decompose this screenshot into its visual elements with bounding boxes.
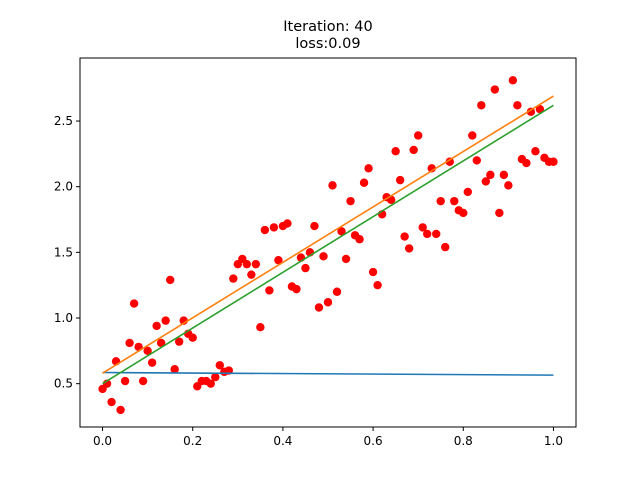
data-point bbox=[472, 156, 481, 165]
chart-subtitle: loss:0.09 bbox=[295, 36, 360, 52]
data-point bbox=[508, 76, 518, 85]
x-tick-label: 1.0 bbox=[544, 434, 563, 448]
data-point bbox=[143, 346, 152, 356]
data-point bbox=[463, 187, 472, 197]
data-point bbox=[265, 286, 274, 295]
data-point bbox=[499, 170, 509, 180]
data-point bbox=[147, 358, 157, 367]
data-point bbox=[332, 287, 342, 296]
data-point bbox=[229, 274, 238, 283]
data-point bbox=[459, 208, 468, 218]
data-point bbox=[165, 275, 175, 285]
plot-area bbox=[98, 76, 558, 415]
true-line-line bbox=[102, 104, 554, 385]
data-point bbox=[314, 303, 324, 312]
data-point bbox=[323, 298, 333, 307]
data-point bbox=[292, 284, 301, 294]
x-tick-label: 0.8 bbox=[454, 434, 473, 448]
initial-fit-line bbox=[102, 371, 554, 376]
data-point bbox=[242, 259, 252, 269]
data-point bbox=[211, 372, 220, 382]
data-point bbox=[107, 397, 116, 407]
data-point bbox=[468, 131, 477, 140]
data-point bbox=[490, 85, 500, 94]
data-point bbox=[260, 225, 270, 235]
y-axis: 0.5 1.0 1.5 2.0 2.5 bbox=[54, 114, 80, 391]
data-point bbox=[409, 145, 418, 155]
data-point bbox=[156, 338, 166, 348]
data-point bbox=[432, 229, 441, 239]
data-point bbox=[391, 147, 400, 156]
data-point bbox=[274, 256, 283, 265]
data-point bbox=[522, 158, 531, 168]
y-tick-label: 0.5 bbox=[54, 377, 73, 391]
data-point bbox=[526, 107, 536, 117]
data-point bbox=[129, 299, 139, 308]
data-point bbox=[337, 227, 346, 236]
data-point bbox=[341, 254, 351, 264]
data-point bbox=[404, 244, 414, 253]
data-point bbox=[346, 196, 355, 206]
data-point bbox=[215, 361, 224, 370]
data-point bbox=[436, 196, 445, 206]
data-point bbox=[188, 333, 197, 342]
data-point bbox=[175, 337, 184, 346]
y-tick-label: 2.0 bbox=[54, 180, 73, 194]
x-tick-label: 0.2 bbox=[183, 434, 202, 448]
data-point bbox=[504, 181, 513, 190]
data-point bbox=[206, 379, 215, 388]
data-point bbox=[535, 105, 545, 114]
data-point bbox=[441, 242, 450, 252]
data-point bbox=[319, 252, 328, 261]
data-point bbox=[368, 267, 378, 277]
y-tick-label: 2.5 bbox=[54, 114, 73, 128]
data-point bbox=[301, 263, 310, 273]
data-point bbox=[120, 376, 130, 386]
data-point bbox=[481, 177, 491, 186]
data-point bbox=[549, 157, 558, 166]
data-point bbox=[283, 219, 292, 228]
data-point bbox=[359, 178, 369, 187]
data-point bbox=[310, 221, 319, 231]
y-tick-label: 1.0 bbox=[54, 311, 73, 325]
data-point bbox=[364, 164, 373, 173]
data-point bbox=[495, 208, 504, 218]
data-point bbox=[247, 270, 256, 279]
x-tick-label: 0.4 bbox=[273, 434, 292, 448]
data-point bbox=[423, 229, 432, 239]
data-point bbox=[418, 223, 427, 232]
data-point bbox=[477, 101, 486, 110]
data-point bbox=[256, 323, 265, 332]
current-fit-line bbox=[102, 95, 554, 374]
data-point bbox=[531, 147, 540, 156]
data-point bbox=[373, 280, 382, 290]
data-point bbox=[328, 181, 337, 190]
data-point bbox=[400, 232, 409, 241]
data-point bbox=[170, 365, 179, 374]
data-point bbox=[445, 157, 454, 166]
x-tick-label: 0.0 bbox=[93, 434, 112, 448]
data-point bbox=[116, 405, 125, 415]
data-point bbox=[138, 376, 148, 386]
data-point bbox=[513, 101, 522, 110]
data-point bbox=[251, 259, 261, 269]
data-point bbox=[125, 338, 134, 348]
y-tick-label: 1.5 bbox=[54, 245, 73, 259]
data-point bbox=[413, 131, 423, 140]
data-point bbox=[355, 235, 364, 244]
data-point bbox=[269, 223, 279, 232]
x-tick-label: 0.6 bbox=[364, 434, 383, 448]
data-point bbox=[486, 170, 495, 180]
data-point bbox=[161, 316, 170, 325]
x-axis: 0.0 0.2 0.4 0.6 0.8 1.0 bbox=[93, 427, 563, 448]
chart-title: Iteration: 40 bbox=[283, 19, 372, 35]
data-point bbox=[152, 321, 161, 331]
data-point bbox=[450, 196, 459, 206]
axes-frame bbox=[79, 57, 577, 428]
data-point bbox=[395, 175, 405, 185]
